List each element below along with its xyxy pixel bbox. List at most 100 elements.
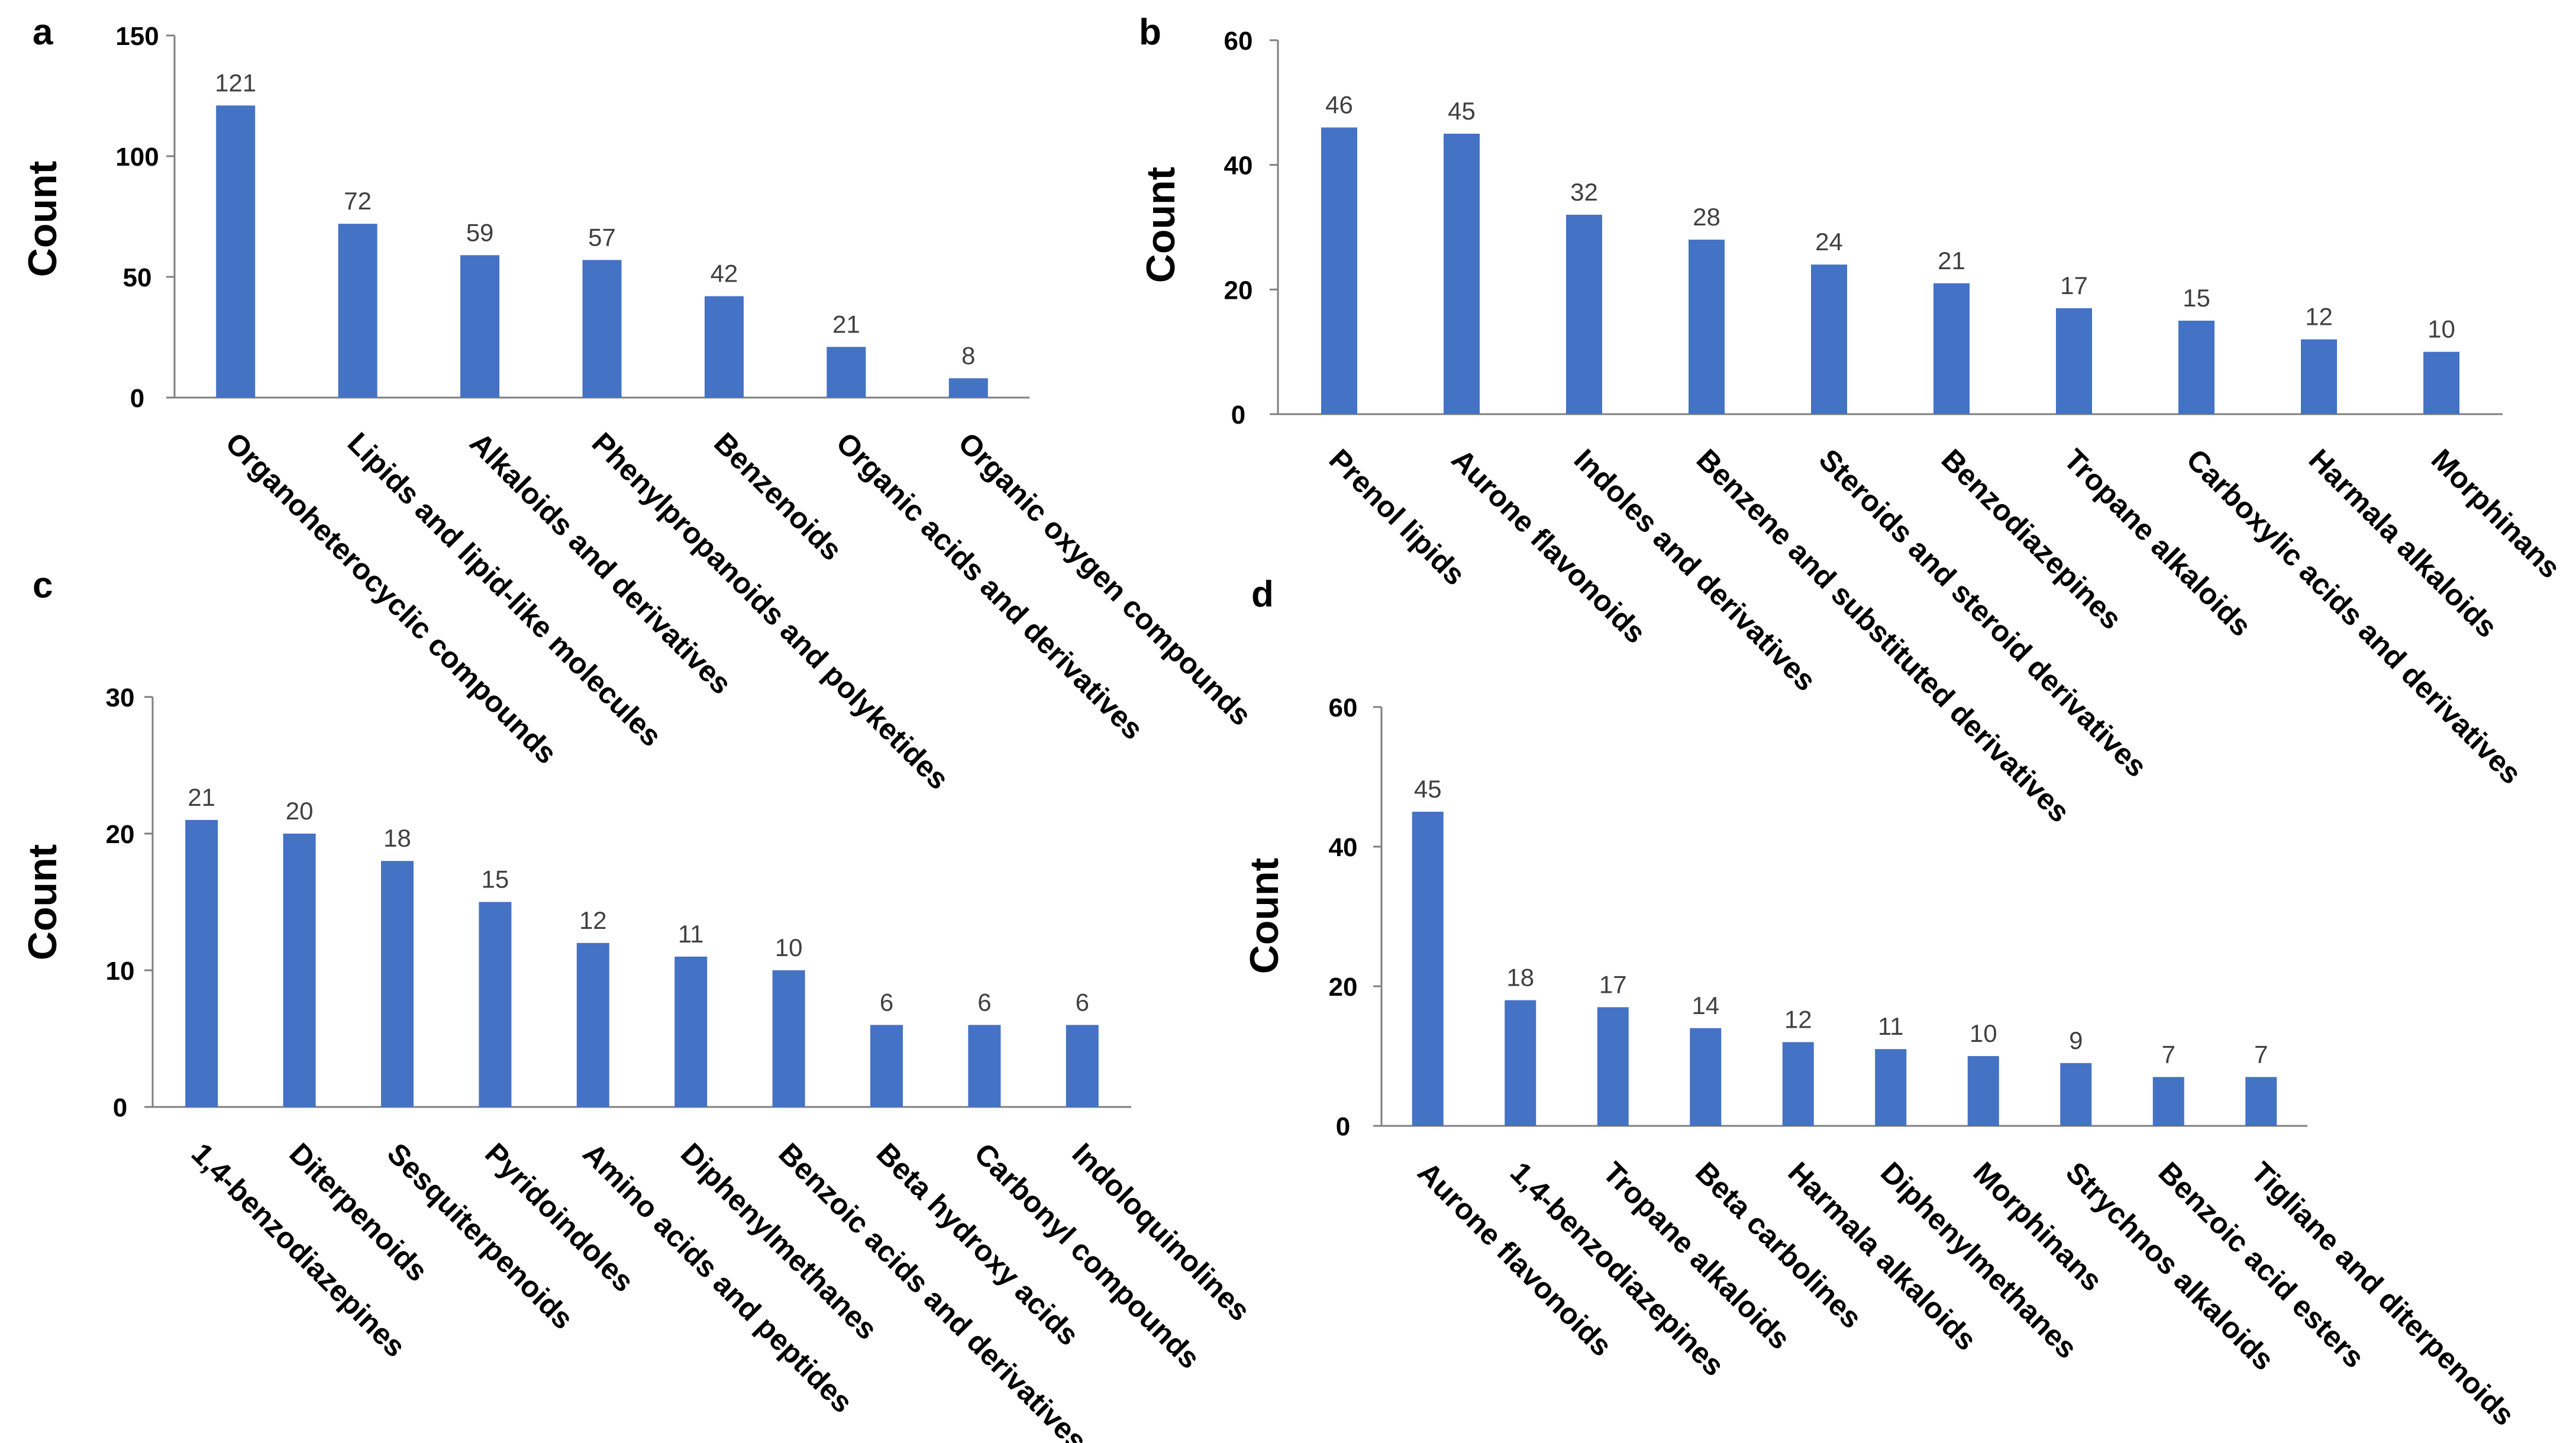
panel-b-y-axis-title: Count — [1138, 167, 1183, 283]
panel-a-data-label-3: 59 — [466, 218, 494, 246]
panel-d-ytick-label-0: 0 — [1336, 1112, 1350, 1141]
panel-b-bar-1 — [1321, 127, 1357, 414]
panel-a-data-label-4: 57 — [588, 223, 616, 251]
panel-c-bar-1 — [185, 819, 218, 1107]
panel-c-bar-5 — [576, 942, 609, 1107]
panel-d-ytick-label-60: 60 — [1329, 693, 1358, 722]
panel-a-y-axis-title: Count — [20, 161, 65, 277]
panel-c-data-label-3: 18 — [383, 824, 411, 852]
panel-a-label: a — [33, 12, 53, 53]
panel-b-bar-7 — [2056, 308, 2092, 414]
panel-b-bar-4 — [1689, 240, 1725, 414]
panel-a-bar-2 — [338, 224, 377, 398]
panel-d-data-label-3: 17 — [1599, 970, 1627, 998]
panel-a-bar-6 — [827, 347, 866, 398]
panel-b-bar-10 — [2423, 351, 2459, 414]
panel-c-data-label-4: 15 — [482, 866, 509, 893]
panel-a-bar-7 — [948, 378, 988, 398]
panel-b-data-label-2: 45 — [1448, 97, 1476, 125]
panel-b-ytick-label-60: 60 — [1224, 27, 1253, 56]
panel-c-category-label-6: Diphenylmethanes — [674, 1137, 884, 1346]
panel-b-label: b — [1139, 12, 1161, 53]
panel-d-category-label-4: Beta carbolines — [1689, 1155, 1868, 1335]
panel-d-data-label-2: 18 — [1506, 964, 1534, 992]
panel-d-data-label-6: 11 — [1878, 1012, 1904, 1040]
panel-a-data-label-1: 121 — [215, 69, 256, 96]
panel-a-ytick-label-100: 100 — [115, 143, 159, 172]
panel-c-ytick-label-20: 20 — [106, 820, 135, 849]
panel-b-data-label-5: 24 — [1815, 228, 1843, 256]
panel-d-bar-1 — [1412, 812, 1444, 1126]
panel-d-bar-9 — [2152, 1077, 2184, 1126]
panel-a-ytick-label-0: 0 — [130, 384, 144, 413]
panel-c-bar-7 — [772, 970, 805, 1107]
panel-b-ytick-label-0: 0 — [1231, 401, 1245, 430]
panel-d-data-label-10: 7 — [2254, 1040, 2268, 1068]
panel-d-ytick-label-20: 20 — [1329, 973, 1358, 1002]
panel-a-bar-1 — [216, 105, 256, 398]
panel-d-bar-7 — [1967, 1056, 1999, 1126]
panel-a-category-label-3: Alkaloids and derivatives — [463, 426, 738, 700]
panel-c-data-label-1: 21 — [188, 783, 215, 811]
panel-c-data-label-10: 6 — [1076, 988, 1089, 1016]
panel-c-ytick-label-10: 10 — [106, 957, 135, 986]
panel-c-bar-3 — [381, 861, 414, 1107]
panel-c-bar-8 — [870, 1025, 903, 1107]
panel-c-bar-9 — [968, 1025, 1001, 1107]
panel-b-bar-5 — [1811, 264, 1847, 414]
panel-a-data-label-7: 8 — [961, 341, 975, 369]
panel-c-category-label-3: Sesquiterpenoids — [381, 1137, 580, 1335]
panel-c-data-label-5: 12 — [579, 906, 607, 934]
panel-b-bar-2 — [1444, 134, 1480, 414]
panel-a-bar-3 — [460, 255, 500, 398]
panel-d-bar-5 — [1782, 1042, 1814, 1126]
panel-d-bar-3 — [1597, 1007, 1629, 1126]
panel-d-data-label-5: 12 — [1784, 1005, 1812, 1033]
panel-d-bar-8 — [2060, 1063, 2092, 1126]
panel-b-bar-9 — [2301, 339, 2337, 414]
panel-d-data-label-8: 9 — [2069, 1026, 2083, 1054]
panel-c-bar-6 — [674, 956, 708, 1107]
panel-d-bar-6 — [1875, 1049, 1907, 1126]
panel-a-bar-4 — [582, 260, 622, 398]
panel-a-ytick-label-50: 50 — [123, 263, 152, 292]
panel-d-label: d — [1251, 574, 1274, 615]
panel-b-bar-3 — [1566, 214, 1602, 414]
panel-a-data-label-5: 42 — [711, 260, 738, 288]
panel-d-y-axis-title: Count — [1242, 858, 1287, 974]
panel-c-data-label-8: 6 — [880, 988, 893, 1016]
panel-d-bar-2 — [1505, 1000, 1536, 1126]
panel-a-bar-5 — [704, 296, 744, 398]
panel-b-data-label-7: 17 — [2060, 272, 2088, 299]
panel-c-ytick-label-0: 0 — [113, 1093, 127, 1122]
panel-b-ytick-label-40: 40 — [1224, 151, 1253, 180]
panel-c-ytick-label-30: 30 — [106, 683, 135, 712]
panel-c-bar-10 — [1066, 1025, 1099, 1107]
panel-d-data-label-4: 14 — [1691, 992, 1719, 1019]
panel-d-data-label-9: 7 — [2162, 1040, 2175, 1068]
panel-c-label: c — [33, 565, 53, 606]
panel-c-bar-2 — [283, 834, 316, 1107]
panel-a-data-label-2: 72 — [344, 187, 372, 215]
panel-c-bar-4 — [479, 902, 512, 1107]
panel-c-category-label-10: Indoloquinolines — [1066, 1137, 1257, 1327]
panel-d-ytick-label-40: 40 — [1329, 833, 1358, 862]
panel-b-category-label-3: Indoles and derivatives — [1568, 443, 1823, 698]
panel-b-data-label-1: 46 — [1325, 91, 1353, 118]
panel-b-data-label-9: 12 — [2305, 303, 2333, 331]
panel-d-bar-10 — [2245, 1077, 2277, 1126]
panel-b-ytick-label-20: 20 — [1224, 276, 1253, 305]
panel-c-data-label-7: 10 — [775, 934, 803, 961]
panel-b-bar-8 — [2178, 321, 2215, 414]
panel-a-data-label-6: 21 — [832, 310, 860, 338]
panel-d-bar-4 — [1690, 1028, 1722, 1126]
panel-c-data-label-9: 6 — [977, 988, 991, 1016]
panel-b-data-label-6: 21 — [1938, 247, 1965, 275]
panel-d-data-label-7: 10 — [1970, 1019, 1997, 1047]
panel-c-data-label-2: 20 — [286, 797, 314, 825]
panel-b-data-label-10: 10 — [2427, 315, 2455, 343]
panel-b-data-label-3: 32 — [1570, 178, 1598, 206]
panel-a-ytick-label-150: 150 — [115, 22, 159, 51]
